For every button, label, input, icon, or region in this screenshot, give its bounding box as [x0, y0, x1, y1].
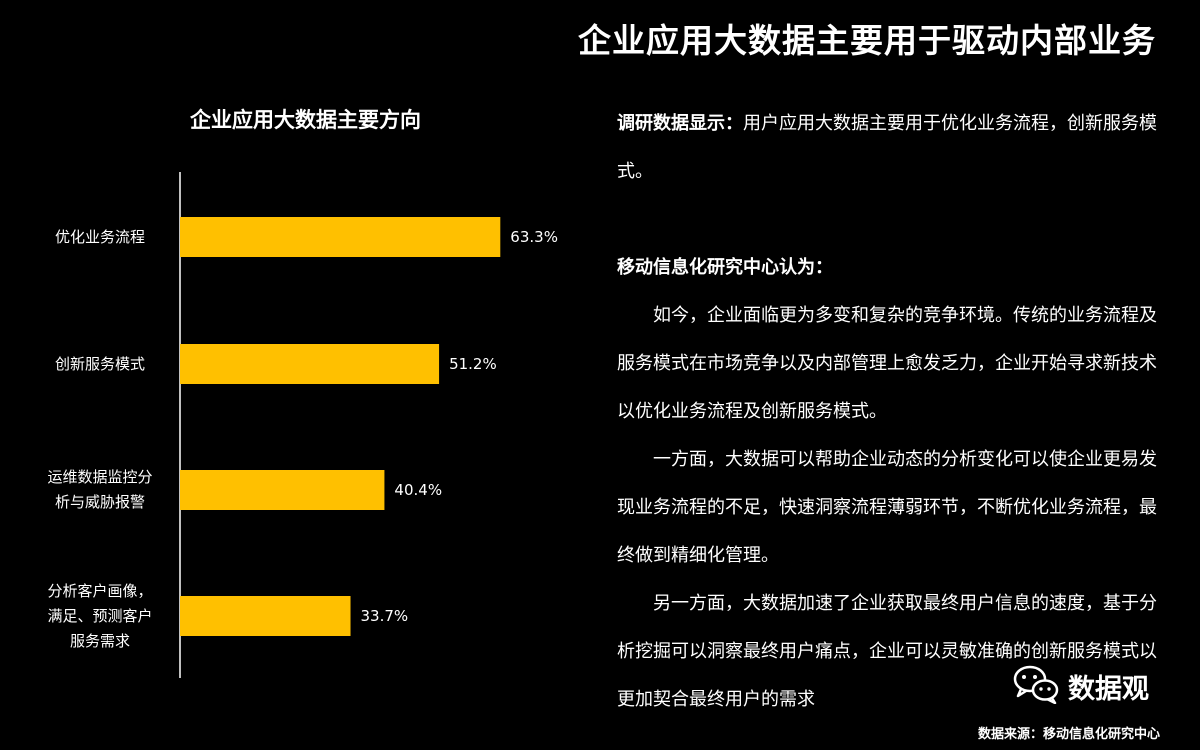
category-label-line: 服务需求: [69, 631, 130, 650]
page-title: 企业应用大数据主要用于驱动内部业务: [578, 21, 1156, 60]
value-label-4: 33.7%: [361, 607, 409, 625]
category-label-line: 优化业务流程: [54, 227, 145, 246]
bar-1: [180, 217, 501, 257]
analysis-panel: 调研数据显示：用户应用大数据主要用于优化业务流程，创新服务模式。 移动信息化研究…: [617, 100, 1167, 724]
category-label-line: 创新服务模式: [54, 354, 145, 373]
category-label-4: 分析客户画像， 满足、预测客户 服务需求: [20, 579, 180, 654]
category-label-3: 运维数据监控分 析与威胁报警: [20, 465, 180, 515]
data-source: 数据来源：移动信息化研究中心: [977, 727, 1160, 742]
value-label-3: 40.4%: [394, 481, 442, 499]
survey-label: 调研数据显示：: [617, 113, 743, 134]
value-label-2: 51.2%: [449, 355, 497, 373]
bar-chart-svg: 63.3% 51.2% 40.4% 33.7%: [179, 172, 558, 678]
category-label-2: 创新服务模式: [20, 352, 180, 377]
chart-title: 企业应用大数据主要方向: [190, 108, 421, 132]
survey-paragraph: 调研数据显示：用户应用大数据主要用于优化业务流程，创新服务模式。: [617, 100, 1167, 196]
category-label-line: 满足、预测客户: [47, 606, 153, 625]
category-label-line: 运维数据监控分: [47, 468, 153, 486]
center-heading: 移动信息化研究中心认为：: [617, 257, 833, 278]
paragraph-1: 如今，企业面临更为多变和复杂的竞争环境。传统的业务流程及服务模式在市场竞争以及内…: [617, 305, 1157, 422]
brand-name: 数据观: [1068, 673, 1149, 705]
category-label-1: 优化业务流程: [20, 225, 180, 250]
category-label-line: 分析客户画像，: [47, 581, 153, 600]
category-label-line: 析与威胁报警: [54, 493, 145, 511]
paragraph-2: 一方面，大数据可以帮助企业动态的分析变化可以使企业更易发现业务流程的不足，快速洞…: [617, 449, 1157, 566]
brand-logo: 数据观: [1012, 664, 1149, 708]
bar-3: [180, 470, 385, 510]
paragraph-3: 另一方面，大数据加速了企业获取最终用户信息的速度，基于分析挖掘可以洞察最终用户痛…: [617, 593, 1157, 710]
value-label-1: 63.3%: [510, 228, 558, 246]
bar-chart: 63.3% 51.2% 40.4% 33.7% 优化业务流程 创新服务模式 运维数据监控分…: [0, 160, 600, 694]
bar-2: [180, 344, 440, 384]
bar-4: [180, 596, 351, 636]
survey-text: 用户应用大数据主要用于优化业务流程，创新服务模式。: [617, 113, 1157, 182]
wechat-icon: [1012, 664, 1060, 708]
